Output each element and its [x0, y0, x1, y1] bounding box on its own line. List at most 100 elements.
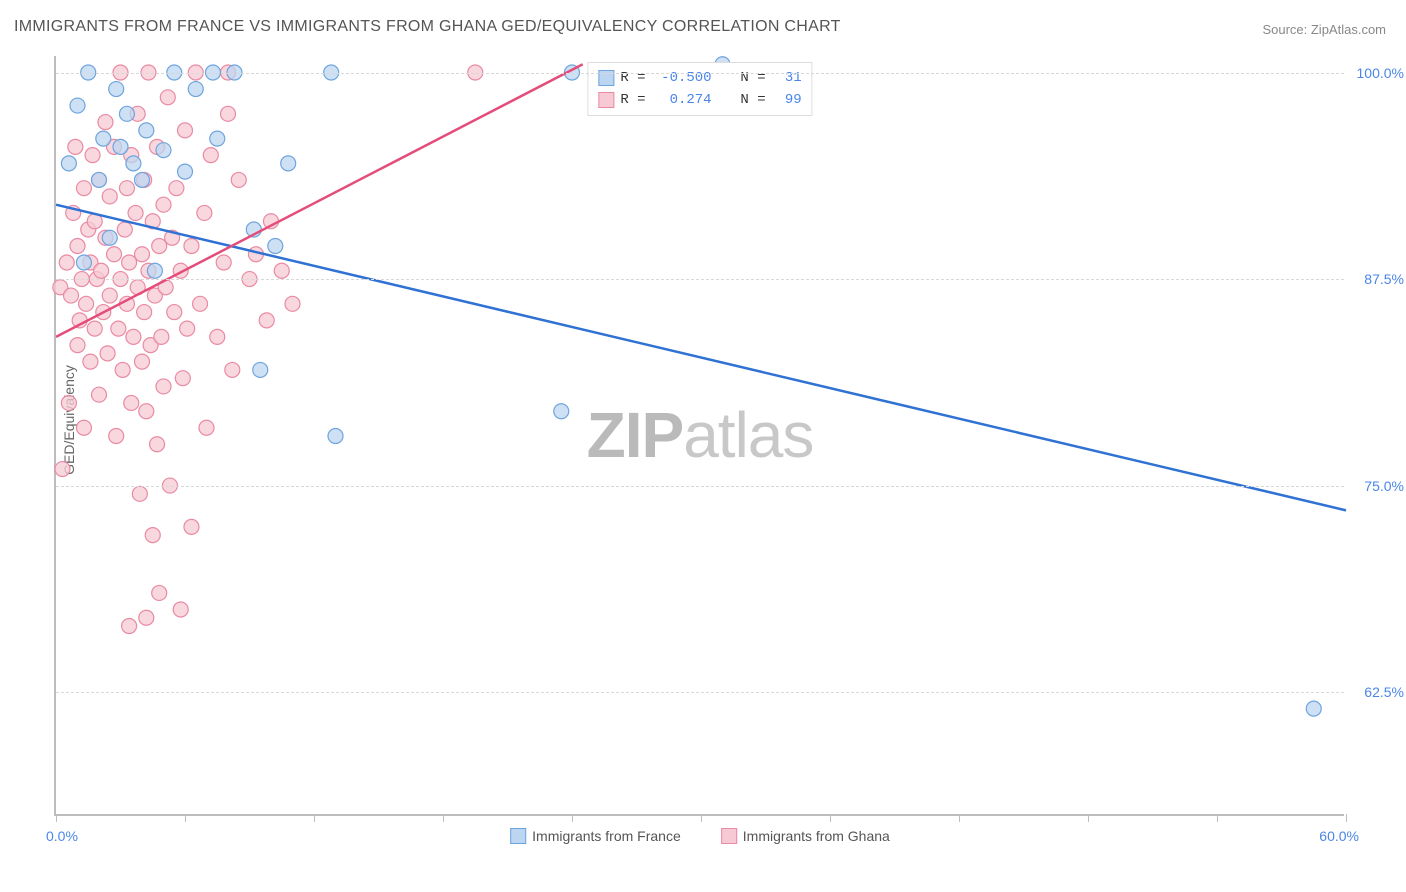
scatter-point [139, 610, 154, 625]
source-label: Source: ZipAtlas.com [1262, 22, 1386, 37]
scatter-point [55, 462, 70, 477]
scatter-point [199, 420, 214, 435]
scatter-point [137, 305, 152, 320]
scatter-point [83, 354, 98, 369]
scatter-point [231, 172, 246, 187]
scatter-point [109, 429, 124, 444]
scatter-point [253, 362, 268, 377]
scatter-point [152, 239, 167, 254]
x-tick [572, 814, 573, 822]
scatter-point [117, 222, 132, 237]
scatter-point [135, 247, 150, 262]
scatter-point [152, 585, 167, 600]
scatter-point [210, 131, 225, 146]
scatter-point [102, 288, 117, 303]
scatter-point [76, 181, 91, 196]
scatter-point [61, 156, 76, 171]
swatch-ghana-icon [721, 828, 737, 844]
x-tick [314, 814, 315, 822]
scatter-point [85, 148, 100, 163]
gridline [56, 279, 1344, 280]
scatter-point [126, 156, 141, 171]
swatch-ghana-icon [598, 92, 614, 108]
x-axis-end-label: 60.0% [1319, 828, 1359, 844]
scatter-point [70, 239, 85, 254]
scatter-point [70, 338, 85, 353]
x-tick [959, 814, 960, 822]
x-tick [56, 814, 57, 822]
scatter-point [193, 296, 208, 311]
scatter-point [184, 239, 199, 254]
scatter-point [180, 321, 195, 336]
scatter-point [188, 82, 203, 97]
x-axis-start-label: 0.0% [46, 828, 78, 844]
scatter-point [76, 420, 91, 435]
scatter-point [259, 313, 274, 328]
scatter-point [92, 387, 107, 402]
scatter-point [122, 619, 137, 634]
gridline [56, 692, 1344, 693]
scatter-point [64, 288, 79, 303]
scatter-point [156, 379, 171, 394]
x-tick [701, 814, 702, 822]
r-label: R = [620, 92, 645, 108]
regression-line [56, 205, 1346, 511]
scatter-point [554, 404, 569, 419]
scatter-point [145, 528, 160, 543]
gridline [56, 73, 1344, 74]
plot-svg [56, 56, 1344, 814]
scatter-point [1306, 701, 1321, 716]
scatter-point [281, 156, 296, 171]
y-tick-label: 87.5% [1349, 271, 1404, 287]
r-value-ghana: 0.274 [652, 92, 712, 108]
scatter-point [156, 197, 171, 212]
legend-label-ghana: Immigrants from Ghana [743, 828, 890, 844]
scatter-point [59, 255, 74, 270]
scatter-point [221, 106, 236, 121]
scatter-point [197, 205, 212, 220]
scatter-point [169, 181, 184, 196]
scatter-point [102, 189, 117, 204]
n-label: N = [740, 92, 765, 108]
scatter-point [126, 329, 141, 344]
legend-label-france: Immigrants from France [532, 828, 681, 844]
scatter-point [135, 172, 150, 187]
scatter-point [79, 296, 94, 311]
scatter-point [285, 296, 300, 311]
scatter-point [122, 255, 137, 270]
correlation-row-ghana: R = 0.274 N = 99 [598, 89, 801, 111]
scatter-point [154, 329, 169, 344]
scatter-point [61, 395, 76, 410]
scatter-france [61, 57, 1321, 716]
swatch-france-icon [510, 828, 526, 844]
scatter-point [210, 329, 225, 344]
scatter-point [94, 263, 109, 278]
x-tick [1088, 814, 1089, 822]
scatter-point [92, 172, 107, 187]
scatter-point [274, 263, 289, 278]
scatter-point [184, 519, 199, 534]
correlation-legend: R = -0.500 N = 31 R = 0.274 N = 99 [587, 62, 812, 116]
x-tick [1346, 814, 1347, 822]
scatter-point [167, 305, 182, 320]
scatter-point [160, 90, 175, 105]
scatter-point [203, 148, 218, 163]
x-tick [185, 814, 186, 822]
scatter-point [225, 362, 240, 377]
x-tick [830, 814, 831, 822]
scatter-point [68, 139, 83, 154]
scatter-point [87, 321, 102, 336]
correlation-row-france: R = -0.500 N = 31 [598, 67, 801, 89]
gridline [56, 486, 1344, 487]
scatter-point [100, 346, 115, 361]
scatter-point [139, 404, 154, 419]
series-legend: Immigrants from France Immigrants from G… [510, 828, 890, 844]
legend-item-france: Immigrants from France [510, 828, 681, 844]
scatter-point [139, 123, 154, 138]
scatter-point [216, 255, 231, 270]
scatter-point [70, 98, 85, 113]
scatter-point [147, 263, 162, 278]
scatter-point [128, 205, 143, 220]
legend-item-ghana: Immigrants from Ghana [721, 828, 890, 844]
scatter-point [150, 437, 165, 452]
